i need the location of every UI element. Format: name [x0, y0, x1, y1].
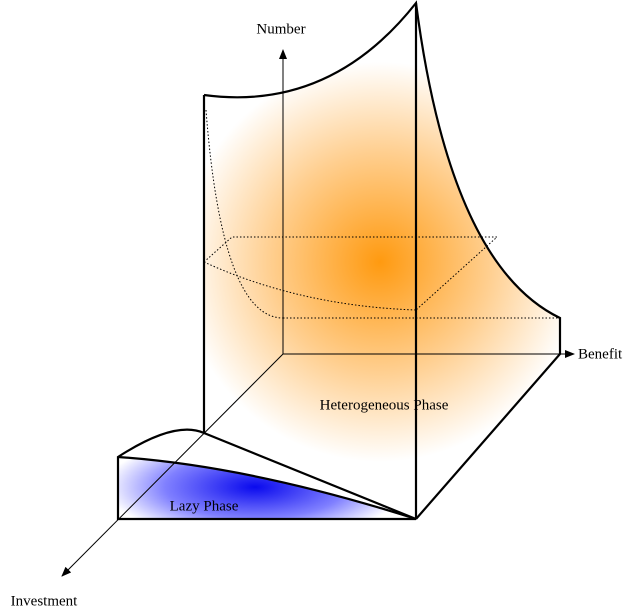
heterogeneous-region	[204, 3, 560, 519]
dotted-plane	[203, 236, 499, 311]
lazy-edge	[117, 455, 417, 521]
region-label: Heterogeneous Phase	[320, 397, 449, 413]
dotted-curve	[205, 109, 284, 319]
investment-axis	[61, 353, 284, 577]
axis-label: Number	[256, 21, 305, 37]
dotted-curve	[203, 261, 417, 311]
region-label: Lazy Phase	[170, 498, 239, 514]
lazy-region	[118, 457, 416, 519]
surface-edge	[203, 0, 562, 520]
lazy-edge	[116, 428, 417, 521]
axis-label: Investment	[11, 593, 78, 609]
axis-label: Benefit	[578, 346, 623, 362]
